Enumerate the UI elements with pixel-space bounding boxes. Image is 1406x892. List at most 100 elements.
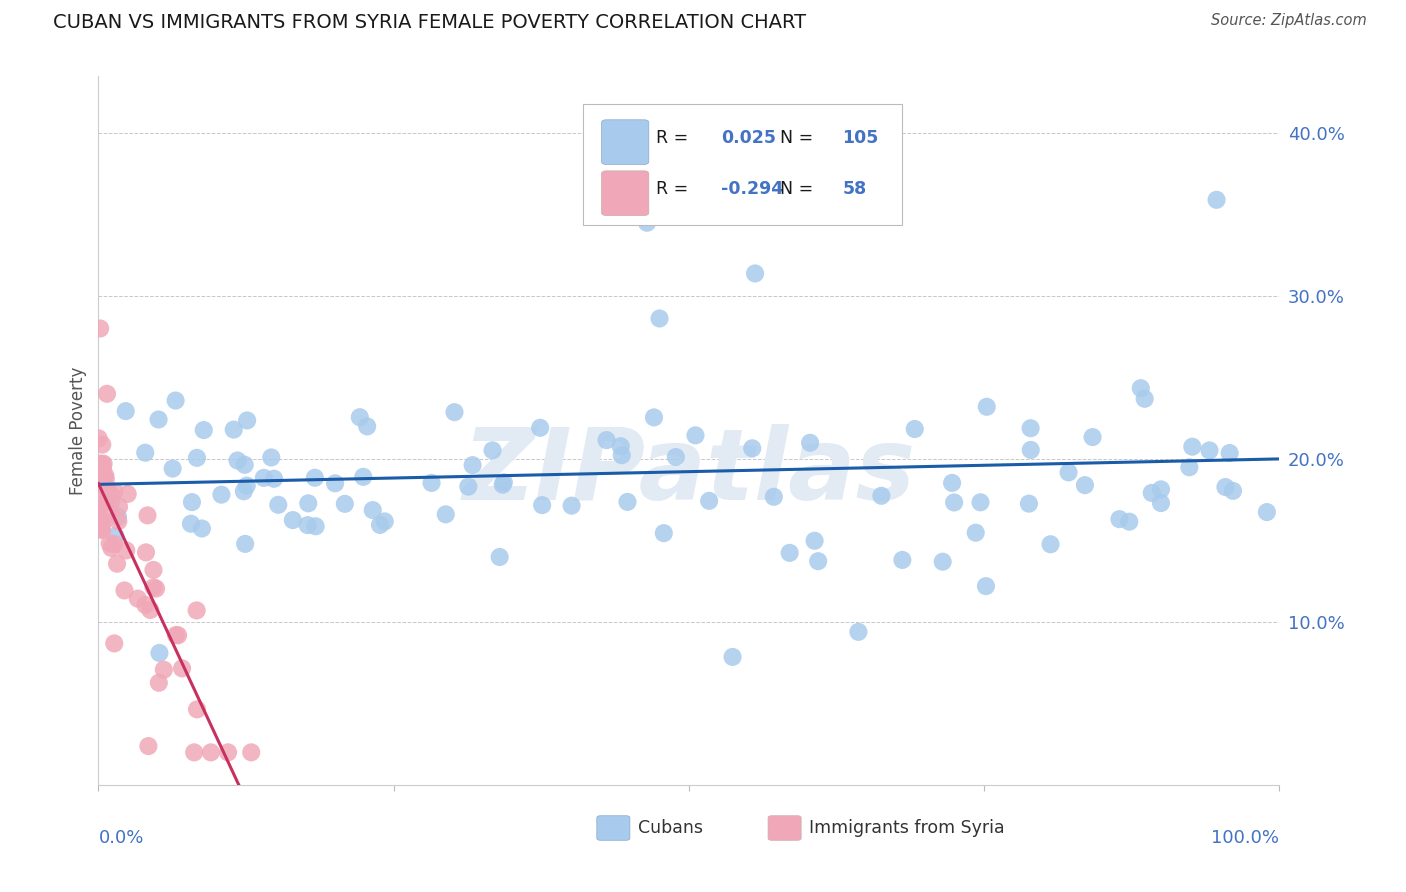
Point xyxy=(186,450,208,465)
Point xyxy=(153,663,176,677)
Point xyxy=(145,582,167,596)
Point xyxy=(93,457,115,471)
Point xyxy=(648,311,671,326)
Point xyxy=(1181,440,1204,454)
Point xyxy=(420,475,443,490)
Point xyxy=(181,495,204,509)
Point xyxy=(1133,392,1156,406)
Point xyxy=(105,557,128,571)
Point xyxy=(93,480,115,494)
Point xyxy=(114,404,136,418)
Point xyxy=(1215,480,1237,494)
Point xyxy=(87,431,110,445)
Point xyxy=(162,461,184,475)
Point xyxy=(1019,421,1042,435)
Point xyxy=(616,495,638,509)
Point xyxy=(235,478,257,492)
Point xyxy=(170,661,193,675)
Point xyxy=(965,525,987,540)
Point xyxy=(352,470,374,484)
Point xyxy=(89,475,111,490)
Text: 0.0%: 0.0% xyxy=(98,830,143,847)
Point xyxy=(91,523,114,537)
Point xyxy=(90,522,112,536)
Point xyxy=(349,410,371,425)
Point xyxy=(165,393,187,408)
Point xyxy=(260,450,283,465)
Point xyxy=(1222,483,1244,498)
Text: 105: 105 xyxy=(842,128,879,146)
Point xyxy=(91,516,114,531)
Point xyxy=(134,446,156,460)
Point xyxy=(217,745,239,759)
Point xyxy=(91,462,114,476)
Point xyxy=(100,488,122,502)
Point xyxy=(100,541,122,555)
Point xyxy=(165,628,187,642)
Text: R =: R = xyxy=(655,128,693,146)
Text: 58: 58 xyxy=(842,179,866,197)
Point xyxy=(481,443,503,458)
Point xyxy=(180,516,202,531)
Point xyxy=(1140,486,1163,500)
Point xyxy=(665,450,688,464)
Point xyxy=(91,437,114,451)
Point xyxy=(233,537,256,551)
Point xyxy=(488,549,510,564)
Point xyxy=(209,488,232,502)
Point xyxy=(492,477,515,491)
Point xyxy=(1018,497,1040,511)
Point xyxy=(1150,496,1173,510)
Point xyxy=(685,428,707,442)
FancyBboxPatch shape xyxy=(768,816,801,840)
Point xyxy=(1108,512,1130,526)
Point xyxy=(108,500,131,514)
Point xyxy=(891,553,914,567)
Text: ZIPatlas: ZIPatlas xyxy=(463,425,915,522)
Text: Cubans: Cubans xyxy=(638,819,703,837)
Point xyxy=(98,504,121,518)
Point xyxy=(114,583,136,598)
Point xyxy=(236,413,259,427)
Point xyxy=(93,471,115,485)
Point xyxy=(191,521,214,535)
Y-axis label: Female Poverty: Female Poverty xyxy=(69,367,87,494)
FancyBboxPatch shape xyxy=(602,120,648,164)
Point xyxy=(652,526,675,541)
Point xyxy=(697,493,720,508)
Point xyxy=(807,554,830,568)
Point xyxy=(595,433,617,447)
Point xyxy=(531,498,554,512)
Point xyxy=(636,216,658,230)
Point xyxy=(253,471,276,485)
Point xyxy=(87,473,110,487)
Point xyxy=(931,555,953,569)
Point xyxy=(240,745,263,759)
Text: N =: N = xyxy=(780,179,818,197)
Point xyxy=(1118,515,1140,529)
Point xyxy=(100,494,122,508)
Point xyxy=(976,400,998,414)
Point xyxy=(103,636,125,650)
Point xyxy=(97,483,120,498)
Text: 100.0%: 100.0% xyxy=(1212,830,1279,847)
Point xyxy=(148,646,170,660)
Point xyxy=(186,702,208,716)
Point xyxy=(721,649,744,664)
Point xyxy=(115,543,138,558)
Point xyxy=(183,745,205,759)
Point xyxy=(136,508,159,523)
Point xyxy=(434,508,457,522)
Point xyxy=(94,468,117,483)
Point xyxy=(457,480,479,494)
Point xyxy=(492,475,515,490)
Point xyxy=(799,435,821,450)
Text: Source: ZipAtlas.com: Source: ZipAtlas.com xyxy=(1211,13,1367,29)
Point xyxy=(529,421,551,435)
Point xyxy=(609,439,631,453)
Point xyxy=(135,545,157,559)
Text: R =: R = xyxy=(655,179,693,197)
Point xyxy=(1219,446,1241,460)
Point xyxy=(90,512,112,526)
Point xyxy=(744,267,766,281)
